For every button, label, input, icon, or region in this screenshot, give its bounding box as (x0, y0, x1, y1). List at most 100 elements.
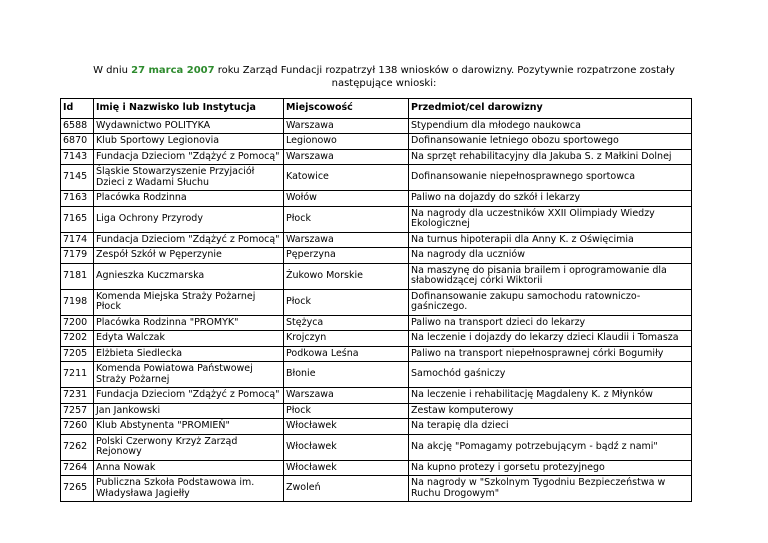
table-cell: Paliwo na dojazdy do szkół i lekarzy (408, 190, 692, 207)
table-cell: Dofinansowanie letniego obozu sportowego (408, 133, 692, 150)
table-cell: Na leczenie i dojazdy do lekarzy dzieci … (408, 330, 692, 347)
table-cell: 7163 (60, 190, 94, 207)
intro-text: roku Zarząd Fundacji rozpatrzył 138 wnio… (214, 65, 675, 89)
table-cell: Edyta Walczak (93, 330, 284, 347)
table-row: 7211 Komenda Powiatowa Państwowej Straży … (60, 361, 692, 388)
table-cell: Polski Czerwony Krzyż Zarząd Rejonowy (93, 433, 284, 461)
table-cell: Komenda Powiatowa Państwowej Straży Poża… (93, 361, 284, 388)
table-cell: Publiczna Szkoła Podstawowa im. Władysła… (93, 475, 284, 502)
table-cell: 7200 (60, 314, 94, 331)
table-cell: Fundacja Dzieciom "Zdążyć z Pomocą" (93, 231, 284, 248)
table-cell: Paliwo na transport niepełnosprawnej cór… (408, 345, 692, 362)
table-row: 7200 Placówka Rodzinna "PROMYK" Stężyca Pal… (60, 314, 692, 331)
table-cell: Włocławek (283, 418, 409, 435)
table-cell: Liga Ochrony Przyrody (93, 205, 284, 233)
intro-text: W dniu (93, 65, 132, 76)
table-cell: 7181 (60, 262, 94, 290)
table-row: 7231 Fundacja Dzieciom "Zdążyć z Pomocą" W… (60, 387, 692, 404)
table-cell: 7165 (60, 205, 94, 233)
table-cell: Fundacja Dzieciom "Zdążyć z Pomocą" (93, 387, 284, 404)
table-row: 7202 Edyta Walczak Krojczyn Na leczenie i d… (60, 330, 692, 347)
table-row: 6588 Wydawnictwo POLITYKA Warszawa Stypendi… (60, 117, 692, 134)
table-cell: Śląskie Stowarzyszenie Przyjaciół Dzieci… (93, 164, 284, 191)
table-row: 7260 Klub Abstynenta "PROMIEŃ" Włocławek Na… (60, 418, 692, 435)
table-cell: Włocławek (283, 459, 409, 476)
intro: W dniu 27 marca 2007 roku Zarząd Fundacj… (70, 64, 698, 90)
table-cell: 7211 (60, 361, 94, 388)
table-cell: Warszawa (283, 148, 409, 165)
table-cell: Wołów (283, 190, 409, 207)
table-cell: 7260 (60, 418, 94, 435)
table-row: 7143 Fundacja Dzieciom "Zdążyć z Pomocą" W… (60, 148, 692, 165)
table-cell: Płock (283, 288, 409, 316)
table-row: 7174 Fundacja Dzieciom "Zdążyć z Pomocą" W… (60, 231, 692, 248)
table-cell: Placówka Rodzinna "PROMYK" (93, 314, 284, 331)
table-row: 7181 Agnieszka Kuczmarska Żukowo Morskie Na… (60, 262, 692, 290)
table-row: 7163 Placówka Rodzinna Wołów Paliwo na doja… (60, 190, 692, 207)
table-cell: Na turnus hipoterapii dla Anny K. z Oświ… (408, 231, 692, 248)
table-row: 7262 Polski Czerwony Krzyż Zarząd Rejonow… (60, 433, 692, 461)
table-cell: Elżbieta Siedlecka (93, 345, 284, 362)
table-cell: Na maszynę do pisania brailem i oprogram… (408, 262, 692, 290)
table-row: 7165 Liga Ochrony Przyrody Płock Na nagrody… (60, 205, 692, 233)
table-cell: Stypendium dla młodego naukowca (408, 117, 692, 134)
table-cell: Płock (283, 205, 409, 233)
table-cell: Stężyca (283, 314, 409, 331)
table-cell: 7257 (60, 402, 94, 419)
table-cell: Wydawnictwo POLITYKA (93, 117, 284, 134)
table-cell: Błonie (283, 361, 409, 388)
table-cell: Zespół Szkół w Pęperzynie (93, 247, 284, 264)
table-cell: Agnieszka Kuczmarska (93, 262, 284, 290)
table-cell: 6870 (60, 133, 94, 150)
table-row: 6870 Klub Sportowy Legionovia Legionowo Dof… (60, 133, 692, 150)
header-cell: Przedmiot/cel darowizny (408, 98, 692, 119)
table-cell: Na terapię dla dzieci (408, 418, 692, 435)
header-row: Id Imię i Nazwisko lub Instytucja Miejscow… (60, 98, 692, 119)
table-row: 7145 Śląskie Stowarzyszenie Przyjaciół Dz… (60, 164, 692, 191)
table-cell: Anna Nowak (93, 459, 284, 476)
table-cell: Płock (283, 402, 409, 419)
table-cell: Żukowo Morskie (283, 262, 409, 290)
table-cell: Na sprzęt rehabilitacyjny dla Jakuba S. … (408, 148, 692, 165)
table-cell: Komenda Miejska Straży Pożarnej Płock (93, 288, 284, 316)
table-cell: Na akcję "Pomagamy potrzebującym - bądź … (408, 433, 692, 461)
table-cell: 6588 (60, 117, 94, 134)
table-cell: Na nagrody dla uczniów (408, 247, 692, 264)
table-cell: Zestaw komputerowy (408, 402, 692, 419)
table-cell: 7143 (60, 148, 94, 165)
table-cell: Dofinansowanie niepełnosprawnego sportow… (408, 164, 692, 191)
intro-date: 27 marca 2007 (131, 65, 215, 76)
table-cell: 7174 (60, 231, 94, 248)
header-cell: Id (60, 98, 94, 119)
table-cell: Fundacja Dzieciom "Zdążyć z Pomocą" (93, 148, 284, 165)
table-cell: Katowice (283, 164, 409, 191)
table-cell: Legionowo (283, 133, 409, 150)
table-cell: 7198 (60, 288, 94, 316)
table-cell: 7202 (60, 330, 94, 347)
table-row: 7265 Publiczna Szkoła Podstawowa im. Wład… (60, 475, 692, 502)
grants-table: Id Imię i Nazwisko lub Instytucja Miejscow… (60, 98, 692, 502)
header-cell: Imię i Nazwisko lub Instytucja (93, 98, 284, 119)
table-cell: 7265 (60, 475, 94, 502)
table-cell: Na leczenie i rehabilitację Magdaleny K.… (408, 387, 692, 404)
table-cell: 7145 (60, 164, 94, 191)
table-cell: Samochód gaśniczy (408, 361, 692, 388)
table-cell: Paliwo na transport dzieci do lekarzy (408, 314, 692, 331)
table-cell: 7231 (60, 387, 94, 404)
table-cell: Placówka Rodzinna (93, 190, 284, 207)
table-cell: Klub Abstynenta "PROMIEŃ" (93, 418, 284, 435)
table-row: 7257 Jan Jankowski Płock Zestaw komputerowy (60, 402, 692, 419)
table-cell: 7179 (60, 247, 94, 264)
table-cell: 7262 (60, 433, 94, 461)
table-row: 7198 Komenda Miejska Straży Pożarnej Płoc… (60, 288, 692, 316)
table-cell: Na kupno protezy i gorsetu protezyjnego (408, 459, 692, 476)
table-cell: Podkowa Leśna (283, 345, 409, 362)
table-cell: Jan Jankowski (93, 402, 284, 419)
table-cell: Na nagrody dla uczestników XXII Olimpiad… (408, 205, 692, 233)
table-row: 7179 Zespół Szkół w Pęperzynie Pęperzyna Na… (60, 247, 692, 264)
table-cell: Warszawa (283, 387, 409, 404)
table-cell: Warszawa (283, 231, 409, 248)
table-cell: Klub Sportowy Legionovia (93, 133, 284, 150)
table-cell: Zwoleń (283, 475, 409, 502)
